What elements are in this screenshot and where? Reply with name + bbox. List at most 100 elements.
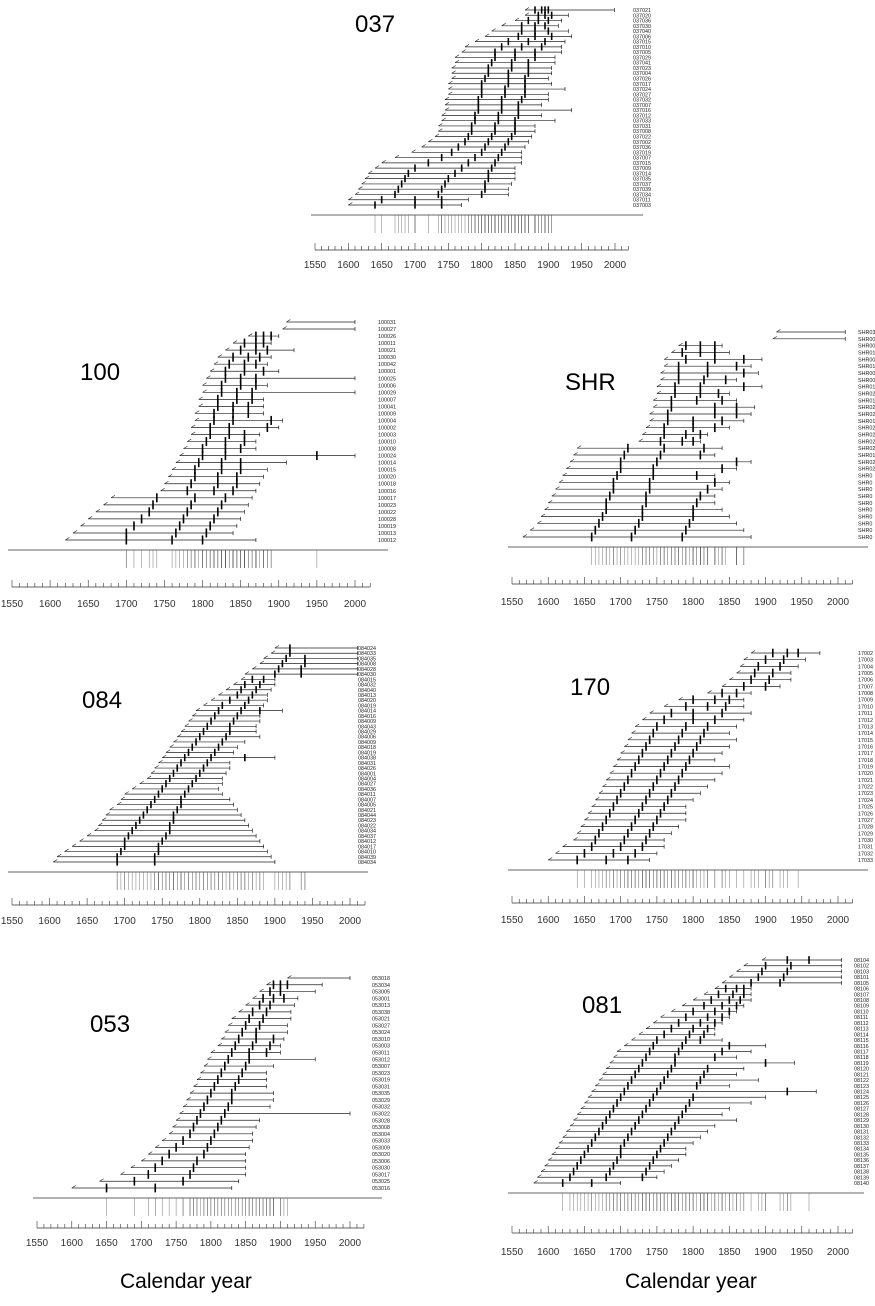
series-start-mark (200, 1070, 205, 1074)
series-row: 084021 (109, 806, 376, 814)
series-row: 08108 (692, 996, 869, 1004)
series-row: 08122 (598, 1076, 869, 1084)
series-label: 084027 (358, 782, 376, 788)
series-row: 100022 (95, 507, 396, 517)
series-row: 084014 (195, 707, 376, 715)
series-start-mark (721, 980, 727, 984)
series-start-mark (232, 340, 238, 344)
series-row: 17029 (577, 828, 873, 838)
series-row: 053017 (120, 1170, 390, 1179)
series-start-mark (451, 75, 456, 79)
series-start-mark (598, 790, 604, 794)
series-label: 084013 (358, 693, 376, 699)
series-row: 17017 (620, 748, 873, 758)
series-row: 037035 (364, 175, 651, 183)
series-start-mark (259, 988, 264, 992)
series-start-mark (660, 370, 665, 374)
series-start-mark (444, 102, 450, 106)
x-tick-label: 1650 (95, 1238, 118, 1249)
series-start-mark (544, 1163, 549, 1167)
series-start-mark (577, 830, 582, 834)
series-row: 084019 (203, 701, 376, 709)
series-row: 084026 (154, 764, 376, 772)
series-label: SHR0 (858, 487, 872, 493)
series-label: 17013 (858, 724, 873, 730)
series-row: 100026 (248, 331, 396, 341)
series-row: 053004 (168, 1129, 390, 1139)
series-label: SHR0 (858, 515, 872, 521)
series-label: 08139 (854, 1175, 869, 1181)
series-row: SHR00 (663, 354, 875, 364)
series-label: 037005 (633, 50, 651, 56)
series-start-mark (190, 431, 196, 435)
x-tick-label: 1950 (306, 599, 329, 610)
series-start-mark (606, 777, 611, 781)
series-label: 084010 (358, 850, 376, 856)
panel-shr: SHRSHR03SHR00SHR00SHR01SHR00SHR01SHR00SH… (501, 329, 875, 608)
series-start-mark (451, 70, 456, 74)
series-start-mark (569, 459, 575, 463)
series-label: 037023 (633, 66, 651, 72)
series-row: 08139 (537, 1173, 869, 1181)
series-row: 037012 (441, 111, 651, 119)
series-start-mark (591, 803, 596, 807)
x-tick-label: 2000 (339, 1238, 362, 1249)
series-row: 17026 (587, 808, 873, 818)
series-start-mark (198, 403, 203, 407)
series-start-mark (562, 472, 567, 476)
series-label: 08105 (854, 981, 869, 987)
series-label: 100023 (378, 503, 396, 509)
series-row: 037002 (428, 138, 651, 146)
series-label: 17002 (858, 651, 873, 657)
x-tick-label: 1800 (682, 597, 705, 608)
series-row: 084027 (139, 780, 376, 788)
series-start-mark (183, 445, 188, 449)
series-start-mark (358, 186, 363, 190)
series-label: 037007 (633, 156, 651, 162)
series-row: 08115 (631, 1036, 869, 1044)
series-label: 037002 (633, 140, 651, 146)
series-label: 17030 (858, 838, 873, 844)
series-start-mark (580, 823, 585, 827)
series-start-mark (555, 850, 560, 854)
series-start-mark (491, 28, 496, 32)
series-start-mark (120, 796, 126, 800)
series-row: SHR03 (776, 329, 875, 336)
series-row: 17018 (616, 755, 873, 765)
series-start-mark (544, 506, 549, 510)
series-row: 100018 (164, 479, 396, 489)
series-row: 17028 (580, 822, 873, 831)
x-tick-label: 1650 (573, 597, 596, 608)
series-label: 037012 (633, 113, 651, 119)
series-row: 100009 (194, 408, 396, 418)
series-row: 084006 (177, 733, 376, 741)
series-label: 084043 (358, 724, 376, 730)
series-start-mark (501, 23, 506, 27)
series-start-mark (168, 473, 173, 477)
series-label: 084018 (358, 745, 376, 751)
series-row: 08116 (624, 1041, 869, 1050)
series-label: 08133 (854, 1141, 869, 1147)
series-row: 08121 (602, 1070, 869, 1078)
series-start-mark (638, 438, 643, 442)
series-start-mark (573, 1117, 578, 1121)
series-start-mark (88, 516, 93, 520)
series-label: 100041 (378, 404, 396, 410)
series-start-mark (245, 1002, 250, 1006)
x-tick-label: 1800 (189, 916, 212, 927)
series-label: 08112 (854, 1021, 869, 1027)
series-row: 084038 (162, 754, 376, 762)
series-row: 037008 (438, 127, 651, 135)
series-row: 17014 (631, 728, 873, 738)
series-row: 053019 (196, 1075, 390, 1084)
series-row: 053007 (203, 1061, 390, 1071)
series-row: 17033 (548, 855, 873, 865)
series-row: 084044 (105, 811, 376, 819)
series-row: SHR0 (529, 525, 872, 535)
series-start-mark (233, 681, 238, 685)
series-label: 100002 (378, 425, 396, 431)
series-start-mark (602, 1071, 607, 1075)
series-start-mark (660, 1014, 665, 1018)
series-start-mark (448, 86, 453, 90)
series-start-mark (736, 968, 741, 972)
